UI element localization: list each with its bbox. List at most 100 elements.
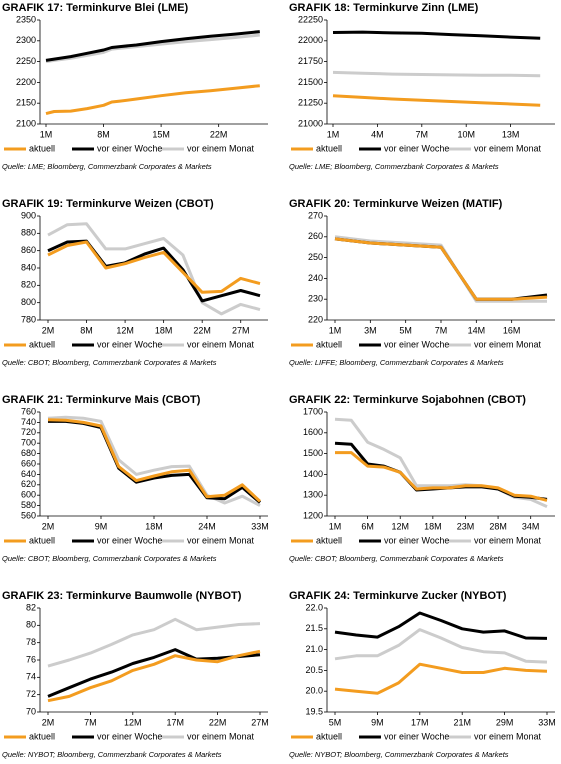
chart-title: GRAFIK 21: Terminkurve Mais (CBOT) <box>2 394 201 406</box>
chart-title: GRAFIK 23: Terminkurve Baumwolle (NYBOT) <box>2 590 242 602</box>
series-line <box>48 419 261 504</box>
chart-title: GRAFIK 20: Terminkurve Weizen (MATIF) <box>289 198 503 210</box>
series-line <box>334 628 548 664</box>
legend-label: vor einer Woche <box>97 143 162 153</box>
y-tick-label: 880 <box>21 228 36 238</box>
y-tick-label: 19.5 <box>305 706 323 716</box>
y-tick-label: 21.5 <box>305 623 323 633</box>
x-tick-label: 12M <box>391 521 409 531</box>
y-tick-label: 20.0 <box>305 686 323 696</box>
source-note: Quelle: NYBOT; Bloomberg, Commerzbank Co… <box>289 750 509 759</box>
x-tick-label: 23M <box>457 521 475 531</box>
chart-title: GRAFIK 24: Terminkurve Zucker (NYBOT) <box>289 590 507 602</box>
y-tick-label: 21250 <box>298 98 323 108</box>
series-line <box>45 33 260 64</box>
x-tick-label: 17M <box>166 717 184 727</box>
y-tick-label: 2100 <box>16 118 36 128</box>
y-tick-label: 220 <box>308 314 323 324</box>
y-tick-label: 2350 <box>16 14 36 24</box>
x-tick-label: 2M <box>42 717 55 727</box>
y-tick-label: 72 <box>26 689 36 699</box>
legend-label: vor einem Monat <box>187 143 255 153</box>
x-tick-label: 13M <box>502 129 520 139</box>
x-tick-label: 8M <box>97 129 110 139</box>
legend-label: aktuell <box>316 339 342 349</box>
x-tick-label: 12M <box>124 717 142 727</box>
x-tick-label: 10M <box>457 129 475 139</box>
series-line <box>47 648 261 698</box>
y-tick-label: 76 <box>26 654 36 664</box>
x-tick-label: 5M <box>329 717 342 727</box>
legend-label: aktuell <box>29 731 55 741</box>
x-tick-label: 27M <box>251 717 269 727</box>
x-tick-label: 21M <box>453 717 471 727</box>
x-tick-label: 2M <box>42 521 55 531</box>
series-line <box>47 415 261 507</box>
legend-label: vor einer Woche <box>384 143 449 153</box>
legend-label: aktuell <box>316 731 342 741</box>
series-line <box>332 70 541 78</box>
x-tick-label: 1M <box>329 325 342 335</box>
x-tick-label: 22M <box>209 717 227 727</box>
legend-label: aktuell <box>29 339 55 349</box>
y-tick-label: 640 <box>21 469 36 479</box>
chart-title: GRAFIK 18: Terminkurve Zinn (LME) <box>289 2 479 14</box>
series-line <box>47 418 262 503</box>
legend-label: vor einer Woche <box>384 339 449 349</box>
x-tick-label: 15M <box>152 129 170 139</box>
y-tick-label: 70 <box>26 706 36 716</box>
y-tick-label: 700 <box>21 438 36 448</box>
y-tick-label: 240 <box>308 273 323 283</box>
x-tick-label: 6M <box>361 521 374 531</box>
legend-label: aktuell <box>316 143 342 153</box>
legend-label: vor einem Monat <box>474 339 542 349</box>
y-tick-label: 740 <box>21 417 36 427</box>
series-line <box>47 222 261 316</box>
series-line <box>334 611 548 640</box>
y-tick-label: 680 <box>21 448 36 458</box>
x-tick-label: 33M <box>538 717 556 727</box>
y-tick-label: 22.0 <box>305 602 323 612</box>
series-line <box>332 30 541 40</box>
y-tick-label: 900 <box>21 210 36 220</box>
y-tick-label: 820 <box>21 280 36 290</box>
legend-label: vor einer Woche <box>97 731 162 741</box>
x-tick-label: 5M <box>399 325 412 335</box>
chart-title: GRAFIK 22: Terminkurve Sojabohnen (CBOT) <box>289 394 526 406</box>
series-line <box>334 237 548 301</box>
legend-label: vor einer Woche <box>97 339 162 349</box>
y-tick-label: 580 <box>21 500 36 510</box>
legend-label: vor einem Monat <box>474 731 542 741</box>
x-tick-label: 18M <box>424 521 442 531</box>
x-tick-label: 14M <box>468 325 486 335</box>
y-tick-label: 720 <box>21 427 36 437</box>
series-line <box>332 94 541 107</box>
y-tick-label: 2250 <box>16 56 36 66</box>
x-tick-label: 24M <box>198 521 216 531</box>
y-tick-label: 270 <box>308 210 323 220</box>
y-tick-label: 21.0 <box>305 644 323 654</box>
y-tick-label: 22000 <box>298 35 323 45</box>
source-note: Quelle: CBOT; Bloomberg, Commerzbank Cor… <box>289 554 504 563</box>
y-tick-label: 1400 <box>303 469 323 479</box>
x-tick-label: 16M <box>503 325 521 335</box>
x-tick-label: 7M <box>84 717 97 727</box>
y-tick-label: 21000 <box>298 118 323 128</box>
series-line <box>334 235 547 303</box>
x-tick-label: 18M <box>155 325 173 335</box>
y-tick-label: 780 <box>21 314 36 324</box>
series-line <box>47 649 261 703</box>
y-tick-label: 760 <box>21 406 36 416</box>
x-tick-label: 8M <box>80 325 93 335</box>
x-tick-label: 18M <box>145 521 163 531</box>
x-tick-label: 1M <box>329 521 342 531</box>
x-tick-label: 9M <box>95 521 108 531</box>
y-tick-label: 1300 <box>303 490 323 500</box>
legend-label: vor einer Woche <box>97 535 162 545</box>
chart-title: GRAFIK 19: Terminkurve Weizen (CBOT) <box>2 198 214 210</box>
series-line <box>334 441 548 501</box>
chart-title: GRAFIK 17: Terminkurve Blei (LME) <box>2 2 189 14</box>
x-tick-label: 9M <box>371 717 384 727</box>
legend-label: vor einer Woche <box>384 535 449 545</box>
legend-label: aktuell <box>29 535 55 545</box>
